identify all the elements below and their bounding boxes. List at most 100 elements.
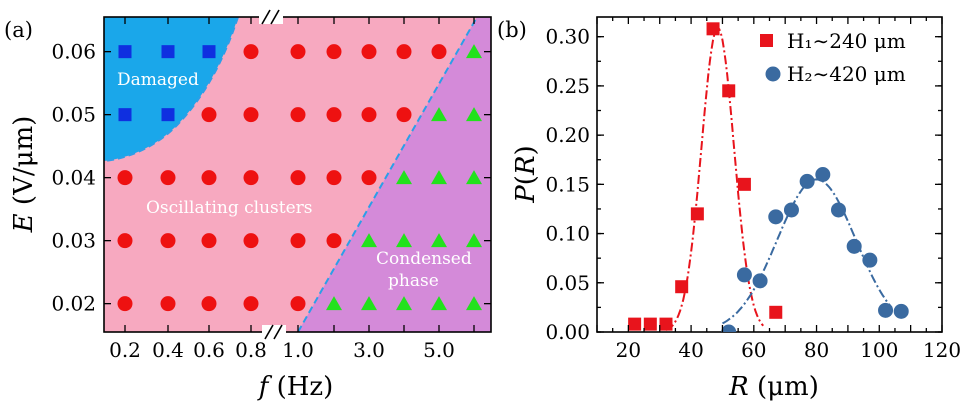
marker-circle (431, 44, 447, 60)
y-tick-labels-a: 0.02 0.03 0.04 0.05 0.06 (51, 40, 96, 316)
marker-square-h1 (675, 280, 689, 294)
ticks-panel-a (104, 17, 491, 332)
marker-circle (396, 44, 412, 60)
y-tick-labels-b: 0.00 0.05 0.10 0.15 0.20 0.25 0.30 (545, 25, 590, 344)
phase-diagram-panel: Damaged Oscillating clusters Condensed p… (4, 9, 492, 402)
marker-circle (361, 107, 377, 123)
marker-circle (243, 296, 259, 312)
y-tick-label-b: 0.10 (545, 222, 590, 246)
y-tick-label-a: 0.06 (51, 40, 96, 64)
boundary-line-condensed (297, 17, 478, 332)
x-tick-label-b: 40 (678, 338, 703, 362)
x-tick-label-b: 20 (616, 338, 641, 362)
marker-circle (290, 233, 306, 249)
x-tick-label-a: 1.0 (282, 338, 314, 362)
y-tick-label-b: 0.20 (545, 123, 590, 147)
marker-circle (326, 44, 342, 60)
marker-circle (326, 107, 342, 123)
marker-circle (117, 296, 133, 312)
marker-square-h1 (643, 317, 657, 331)
x-axis-label-b: R (μm) (728, 372, 819, 402)
marker-circle-h2 (815, 167, 831, 182)
marker-square (202, 45, 216, 59)
y-tick-label-b: 0.05 (545, 271, 590, 295)
marker-square (161, 45, 175, 59)
legend-marker-h2 (765, 66, 781, 82)
marker-circle (201, 296, 217, 312)
marker-triangle (431, 170, 447, 185)
markers-panel-a (117, 44, 482, 312)
y-axis-label-a: E (V/μm) (9, 116, 39, 234)
marker-circle-h2 (721, 324, 737, 332)
x-tick-label-a: 0.8 (235, 338, 267, 362)
marker-circle-h2 (878, 302, 894, 318)
marker-square-h1 (659, 317, 673, 331)
marker-circle (290, 170, 306, 186)
marker-circle (243, 44, 259, 60)
marker-circle-h2 (736, 267, 752, 283)
marker-triangle (431, 107, 447, 122)
marker-circle (117, 170, 133, 186)
marker-circle (201, 170, 217, 186)
marker-circle (326, 170, 342, 186)
marker-square (118, 45, 132, 59)
marker-triangle (361, 296, 377, 311)
marker-triangle (466, 107, 482, 122)
marker-circle (117, 233, 133, 249)
marker-triangle (466, 233, 482, 248)
marker-circle (326, 233, 342, 249)
legend-label-h1: H₁∼240 μm (787, 29, 906, 53)
marker-circle (361, 170, 377, 186)
panel-label-b: (b) (497, 18, 527, 42)
marker-circle (201, 107, 217, 123)
y-tick-label-a: 0.04 (51, 166, 96, 190)
marker-circle (290, 44, 306, 60)
y-tick-label-b: 0.25 (545, 74, 590, 98)
x-axis-label-a: f (Hz) (257, 372, 334, 402)
axis-break-bottom (262, 324, 286, 340)
region-label-condensed-1: Condensed (376, 249, 472, 269)
axis-break-top (259, 9, 283, 25)
marker-circle (243, 233, 259, 249)
distribution-panel: (b) 0.00 0.05 0.10 0.15 0.20 0.25 0.30 20 40 60 8… (497, 16, 961, 402)
panel-label-a: (a) (4, 18, 33, 42)
x-tick-label-a: 0.4 (152, 338, 184, 362)
marker-circle (243, 107, 259, 123)
marker-square-h1 (706, 22, 720, 36)
marker-square-h1 (769, 305, 783, 319)
marker-triangle (361, 233, 377, 248)
y-tick-label-a: 0.03 (51, 229, 96, 253)
legend: H₁∼240 μm H₂∼420 μm (760, 29, 906, 86)
marker-square (118, 108, 132, 122)
marker-circle-h2 (862, 252, 878, 268)
legend-label-h2: H₂∼420 μm (787, 62, 906, 86)
x-tick-labels-b: 20 40 60 80 100 120 (616, 338, 961, 362)
x-tick-labels-a: 0.2 0.4 0.6 0.8 1.0 3.0 5.0 (109, 338, 455, 362)
y-tick-label-b: 0.30 (545, 25, 590, 49)
region-label-oscillating: Oscillating clusters (146, 198, 313, 218)
marker-square (161, 108, 175, 122)
y-tick-label-a: 0.02 (51, 292, 96, 316)
marker-circle (160, 170, 176, 186)
marker-square-h1 (690, 207, 704, 221)
marker-triangle (431, 233, 447, 248)
marker-circle (201, 233, 217, 249)
ticks-panel-b (596, 17, 943, 333)
marker-square-h1 (722, 84, 736, 98)
y-tick-label-b: 0.15 (545, 172, 590, 196)
marker-triangle (326, 296, 342, 311)
x-tick-label-a: 3.0 (353, 338, 385, 362)
marker-circle-h2 (752, 273, 768, 289)
marker-circle-h2 (799, 173, 815, 189)
marker-circle-h2 (846, 238, 862, 254)
markers-panel-b (628, 22, 909, 332)
y-axis-label-b: P(R) (511, 145, 541, 203)
marker-circle-h2 (783, 202, 799, 218)
x-tick-label-a: 0.6 (193, 338, 225, 362)
marker-circle (160, 296, 176, 312)
marker-square-h1 (737, 177, 751, 191)
x-tick-label-b: 120 (923, 338, 961, 362)
region-condensed-phase (298, 17, 491, 332)
marker-circle (290, 296, 306, 312)
marker-square-h1 (628, 317, 642, 331)
